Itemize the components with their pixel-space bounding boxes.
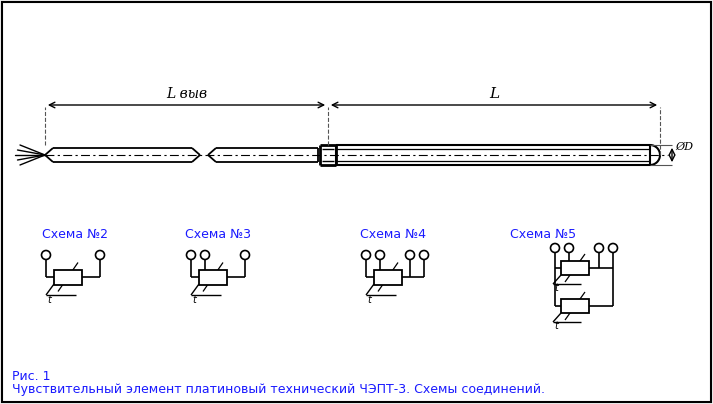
Text: L: L (489, 87, 499, 101)
Circle shape (96, 250, 105, 259)
Text: Схема №2: Схема №2 (42, 228, 108, 241)
Text: Схема №5: Схема №5 (510, 228, 576, 241)
Bar (199, 269, 227, 284)
Circle shape (419, 250, 429, 259)
Text: t: t (47, 295, 51, 305)
Text: t: t (554, 283, 558, 293)
Circle shape (550, 244, 560, 252)
Text: Чувствительный элемент платиновый технический ЧЭПТ-3. Схемы соединений.: Чувствительный элемент платиновый технич… (12, 383, 545, 396)
Bar (54, 269, 82, 284)
Text: Рис. 1: Рис. 1 (12, 370, 51, 383)
Text: t: t (367, 295, 371, 305)
Bar (374, 269, 402, 284)
Circle shape (187, 250, 195, 259)
Circle shape (41, 250, 51, 259)
Bar (561, 261, 589, 275)
Bar (561, 299, 589, 313)
Circle shape (361, 250, 371, 259)
Circle shape (608, 244, 617, 252)
Text: Схема №4: Схема №4 (360, 228, 426, 241)
Text: L выв: L выв (166, 87, 207, 101)
Circle shape (565, 244, 573, 252)
Text: ØD: ØD (675, 142, 693, 152)
Text: t: t (192, 295, 196, 305)
Circle shape (595, 244, 603, 252)
Circle shape (200, 250, 210, 259)
Circle shape (406, 250, 414, 259)
Circle shape (376, 250, 384, 259)
Text: Схема №3: Схема №3 (185, 228, 251, 241)
Circle shape (240, 250, 250, 259)
Text: t: t (554, 321, 558, 331)
